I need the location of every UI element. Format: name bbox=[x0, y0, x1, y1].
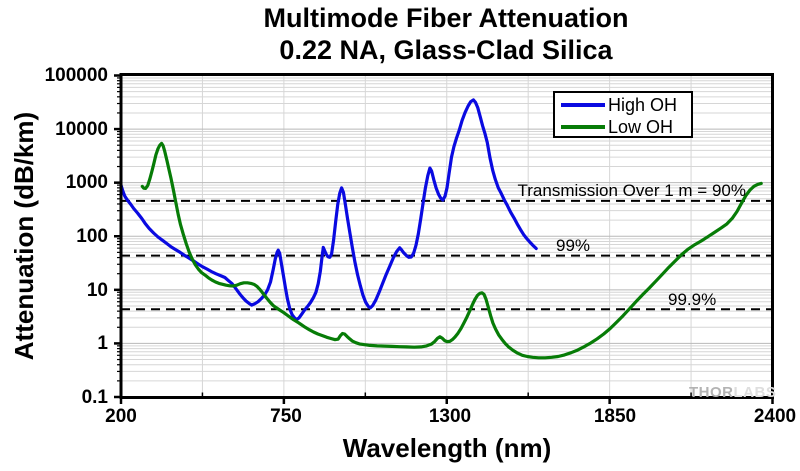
y-tick-label-10000: 10000 bbox=[55, 119, 108, 140]
legend-item-low-oh: Low OH bbox=[555, 116, 691, 137]
x-tick-label-200: 200 bbox=[105, 406, 137, 427]
y-tick-label-10: 10 bbox=[86, 280, 108, 301]
x-tick-label-2400: 2400 bbox=[753, 406, 797, 427]
legend-label-low-oh: Low OH bbox=[608, 116, 674, 137]
thorlabs-logo: THORLABS bbox=[689, 384, 776, 401]
annotation-transmission-90: Transmission Over 1 m = 90% bbox=[517, 181, 746, 200]
y-tick-label-100: 100 bbox=[76, 226, 108, 247]
x-tick-label-750: 750 bbox=[270, 406, 302, 427]
low-oh-curve bbox=[140, 141, 763, 360]
x-tick-label-1300: 1300 bbox=[428, 406, 472, 427]
x-axis-title: Wavelength (nm) bbox=[342, 433, 552, 463]
thorlabs-logo-part1: THOR bbox=[689, 384, 734, 401]
high-oh-line-swatch bbox=[561, 102, 605, 107]
y-tick-label-1: 1 bbox=[97, 333, 108, 354]
x-tick-label-1850: 1850 bbox=[593, 406, 637, 427]
annotation-transmission-99p9: 99.9% bbox=[668, 290, 717, 309]
y-tick-label-0p1: 0.1 bbox=[81, 387, 108, 408]
y-tick-label-1000: 1000 bbox=[65, 172, 108, 193]
legend-item-high-oh: High OH bbox=[555, 94, 691, 115]
high-oh-curve bbox=[119, 98, 538, 322]
legend: High OH Low OH bbox=[553, 91, 693, 138]
plot-frame bbox=[119, 73, 774, 399]
chart-title-line2: 0.22 NA, Glass-Clad Silica bbox=[279, 35, 613, 65]
legend-label-high-oh: High OH bbox=[608, 94, 678, 115]
y-tick-label-100000: 100000 bbox=[44, 65, 108, 86]
thorlabs-logo-part2: LABS bbox=[733, 384, 777, 401]
chart-title-line1: Multimode Fiber Attenuation bbox=[263, 3, 629, 33]
low-oh-line-swatch bbox=[561, 124, 605, 129]
annotation-transmission-99: 99% bbox=[556, 236, 591, 255]
